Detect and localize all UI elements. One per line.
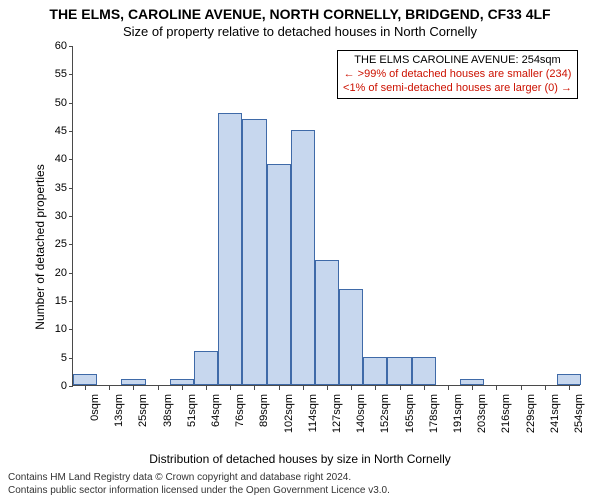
x-tick-mark: [230, 386, 231, 390]
y-tick-label: 40: [37, 153, 67, 165]
y-tick-mark: [69, 386, 73, 387]
y-tick-label: 15: [37, 295, 67, 307]
x-tick-mark: [182, 386, 183, 390]
footer-line1: Contains HM Land Registry data © Crown c…: [8, 471, 390, 484]
histogram-bar: [242, 119, 266, 385]
y-tick-label: 25: [37, 238, 67, 250]
y-tick-mark: [69, 329, 73, 330]
footer-line2: Contains public sector information licen…: [8, 484, 390, 497]
x-tick-mark: [521, 386, 522, 390]
callout-line2: ← >99% of detached houses are smaller (2…: [343, 68, 572, 82]
y-tick-label: 55: [37, 68, 67, 80]
x-tick-label: 127sqm: [331, 394, 343, 433]
histogram-bar: [194, 351, 218, 385]
y-tick-mark: [69, 301, 73, 302]
histogram-bar: [339, 289, 363, 385]
y-tick-label: 20: [37, 267, 67, 279]
y-tick-mark: [69, 358, 73, 359]
plot-area: THE ELMS CAROLINE AVENUE: 254sqm ← >99% …: [72, 46, 580, 386]
x-tick-mark: [133, 386, 134, 390]
x-tick-mark: [400, 386, 401, 390]
y-tick-label: 5: [37, 352, 67, 364]
y-tick-label: 35: [37, 182, 67, 194]
x-tick-label: 241sqm: [549, 394, 561, 433]
y-tick-label: 60: [37, 40, 67, 52]
y-tick-label: 45: [37, 125, 67, 137]
x-tick-label: 13sqm: [113, 394, 125, 427]
x-tick-mark: [254, 386, 255, 390]
x-tick-mark: [327, 386, 328, 390]
y-tick-label: 10: [37, 323, 67, 335]
x-axis-label: Distribution of detached houses by size …: [0, 452, 600, 466]
x-tick-mark: [545, 386, 546, 390]
x-tick-label: 178sqm: [428, 394, 440, 433]
x-tick-mark: [496, 386, 497, 390]
x-tick-label: 152sqm: [379, 394, 391, 433]
chart-subtitle: Size of property relative to detached ho…: [0, 24, 600, 39]
x-tick-label: 114sqm: [307, 394, 319, 432]
x-tick-label: 25sqm: [137, 394, 149, 427]
histogram-bar: [460, 379, 484, 385]
x-tick-label: 76sqm: [234, 394, 246, 427]
x-tick-mark: [448, 386, 449, 390]
x-tick-label: 0sqm: [89, 394, 101, 421]
x-tick-label: 191sqm: [452, 394, 464, 433]
x-tick-label: 203sqm: [476, 394, 488, 433]
y-tick-mark: [69, 216, 73, 217]
footer: Contains HM Land Registry data © Crown c…: [8, 471, 390, 497]
x-tick-mark: [303, 386, 304, 390]
histogram-bar: [315, 260, 339, 385]
x-tick-mark: [279, 386, 280, 390]
callout-box: THE ELMS CAROLINE AVENUE: 254sqm ← >99% …: [337, 50, 578, 99]
x-tick-label: 165sqm: [404, 394, 416, 433]
x-tick-label: 102sqm: [283, 394, 295, 433]
x-tick-mark: [472, 386, 473, 390]
x-tick-mark: [569, 386, 570, 390]
y-tick-mark: [69, 74, 73, 75]
y-tick-mark: [69, 188, 73, 189]
container: { "chart": { "type": "histogram", "title…: [0, 0, 600, 500]
histogram-bar: [412, 357, 436, 385]
x-tick-label: 254sqm: [573, 394, 585, 433]
x-tick-mark: [375, 386, 376, 390]
histogram-bar: [121, 379, 145, 385]
histogram-bar: [557, 374, 581, 385]
callout-line3: <1% of semi-detached houses are larger (…: [343, 82, 572, 96]
y-tick-mark: [69, 46, 73, 47]
y-tick-mark: [69, 159, 73, 160]
histogram-bar: [387, 357, 411, 385]
x-tick-mark: [424, 386, 425, 390]
x-tick-mark: [85, 386, 86, 390]
y-tick-label: 50: [37, 97, 67, 109]
histogram-bar: [291, 130, 315, 385]
histogram-bar: [218, 113, 242, 385]
x-tick-label: 216sqm: [500, 394, 512, 433]
x-tick-label: 140sqm: [355, 394, 367, 433]
y-tick-label: 0: [37, 380, 67, 392]
y-tick-mark: [69, 103, 73, 104]
x-tick-mark: [351, 386, 352, 390]
x-tick-mark: [109, 386, 110, 390]
y-tick-mark: [69, 131, 73, 132]
x-tick-label: 229sqm: [525, 394, 537, 433]
x-tick-label: 51sqm: [186, 394, 198, 427]
chart-title: THE ELMS, CAROLINE AVENUE, NORTH CORNELL…: [0, 6, 600, 22]
x-tick-mark: [158, 386, 159, 390]
histogram-bar: [267, 164, 291, 385]
histogram-bar: [73, 374, 97, 385]
y-tick-mark: [69, 273, 73, 274]
x-tick-label: 38sqm: [162, 394, 174, 427]
x-tick-label: 89sqm: [258, 394, 270, 427]
x-tick-mark: [206, 386, 207, 390]
histogram-bar: [363, 357, 387, 385]
histogram-bar: [170, 379, 194, 385]
callout-line1: THE ELMS CAROLINE AVENUE: 254sqm: [343, 54, 572, 68]
y-tick-label: 30: [37, 210, 67, 222]
x-tick-label: 64sqm: [210, 394, 222, 427]
y-tick-mark: [69, 244, 73, 245]
